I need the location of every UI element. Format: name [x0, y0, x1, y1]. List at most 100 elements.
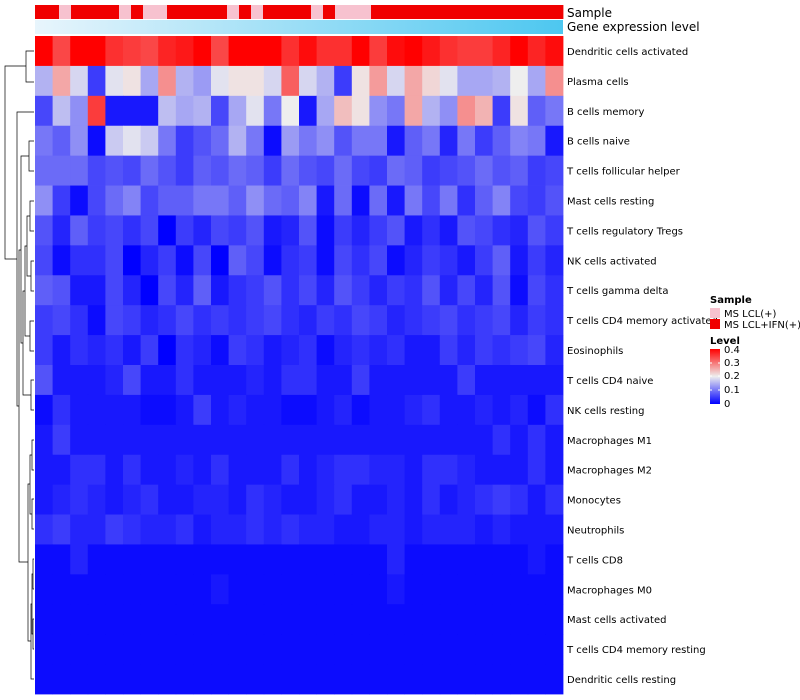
heatmap-cell	[387, 544, 405, 575]
heatmap-cell	[475, 664, 493, 695]
heatmap-cell	[369, 305, 388, 336]
heatmap-cell	[299, 424, 317, 456]
sample-annotation-cell	[431, 5, 444, 19]
heatmap-cell	[228, 125, 247, 157]
heatmap-cell	[351, 185, 370, 216]
heatmap-cell	[193, 664, 212, 695]
heatmap-cell	[334, 245, 353, 276]
heatmap-cell	[87, 335, 106, 366]
heatmap-cell	[457, 454, 476, 486]
sample-annotation-cell	[191, 5, 204, 19]
heatmap-cell	[422, 125, 441, 157]
heatmap-cell	[527, 604, 546, 635]
heatmap-cell	[369, 394, 388, 426]
heatmap-cell	[316, 604, 335, 635]
heatmap-cell	[211, 305, 229, 336]
heatmap-cell	[263, 125, 282, 157]
heatmap-cell	[193, 604, 212, 635]
heatmap-cell	[527, 424, 546, 456]
heatmap-cell	[52, 604, 71, 635]
sample-annotation-cell	[95, 5, 108, 19]
heatmap-cell	[70, 335, 89, 366]
heatmap-cell	[228, 335, 247, 366]
heatmap-cell	[492, 394, 511, 426]
heatmap-cell	[510, 305, 529, 336]
heatmap-cell	[299, 155, 317, 186]
heatmap-cell	[123, 185, 141, 216]
heatmap-cell	[193, 305, 212, 336]
heatmap-cell	[281, 185, 300, 216]
sample-annotation-cell	[227, 5, 240, 19]
heatmap-cell	[334, 634, 353, 665]
heatmap-cell	[263, 394, 282, 426]
heatmap-cell	[422, 215, 441, 246]
heatmap-cell	[492, 125, 511, 157]
heatmap-cell	[70, 95, 89, 127]
level-tick-0-4: 0.4	[724, 345, 740, 356]
heatmap-cell	[334, 275, 353, 306]
heatmap-cell	[387, 275, 405, 306]
heatmap-cell	[158, 335, 177, 366]
heatmap-cell	[70, 36, 89, 67]
heatmap-cell	[422, 664, 441, 695]
heatmap-cell	[299, 454, 317, 486]
heatmap-cell	[246, 454, 265, 486]
heatmap-cell	[158, 215, 177, 246]
sample-annotation-cell	[479, 5, 492, 19]
heatmap-cell	[316, 215, 335, 246]
row-label: T cells CD4 memory resting	[566, 645, 706, 656]
heatmap-cell	[87, 574, 106, 605]
heatmap-cell	[123, 365, 141, 396]
sample-annotation-cell	[551, 5, 564, 19]
heatmap-cell	[404, 155, 423, 186]
heatmap-cell	[193, 185, 212, 216]
heatmap-cell	[140, 365, 159, 396]
heatmap-cell	[545, 125, 564, 157]
sample-annotation-label: Sample	[567, 6, 612, 20]
heatmap-cell	[492, 424, 511, 456]
heatmap-cell	[246, 335, 265, 366]
heatmap-cell	[404, 424, 423, 456]
sample-annotation-cell	[503, 5, 516, 19]
sample-annotation-cell	[107, 5, 120, 19]
heatmap-cell	[527, 454, 546, 486]
heatmap-cell	[404, 544, 423, 575]
heatmap-cell	[123, 634, 141, 665]
heatmap-cell	[263, 544, 282, 575]
heatmap-cell	[70, 424, 89, 456]
heatmap-cell	[140, 335, 159, 366]
heatmap-cell	[334, 365, 353, 396]
heatmap-cell	[475, 365, 493, 396]
heatmap-cell	[140, 155, 159, 186]
heatmap-cell	[246, 275, 265, 306]
heatmap-cell	[52, 484, 71, 515]
heatmap-cell	[475, 215, 493, 246]
sample-annotation-cell	[383, 5, 396, 19]
heatmap-cell	[457, 275, 476, 306]
heatmap-cell	[281, 514, 300, 545]
sample-annotation-cell	[263, 5, 276, 19]
heatmap-cell	[316, 664, 335, 695]
heatmap-cell	[422, 394, 441, 426]
heatmap-cell	[105, 185, 124, 216]
heatmap-cell	[87, 454, 106, 486]
heatmap-cell	[439, 335, 458, 366]
heatmap-cell	[140, 185, 159, 216]
heatmap-cell	[70, 155, 89, 186]
heatmap-cell	[545, 454, 564, 486]
heatmap-cell	[457, 544, 476, 575]
heatmap-cell	[475, 544, 493, 575]
heatmap-cell	[369, 424, 388, 456]
heatmap-cell	[246, 245, 265, 276]
gene-expression-annotation-label: Gene expression level	[567, 20, 700, 34]
sample-annotation-cell	[251, 5, 264, 19]
heatmap-cell	[211, 604, 229, 635]
heatmap-cell	[404, 335, 423, 366]
heatmap-cell	[492, 454, 511, 486]
heatmap-cell	[492, 185, 511, 216]
heatmap-cell	[175, 36, 194, 67]
heatmap-cell	[545, 155, 564, 186]
heatmap-cell	[404, 604, 423, 635]
sample-annotation-cell	[203, 5, 216, 19]
heatmap-cell	[387, 514, 405, 545]
